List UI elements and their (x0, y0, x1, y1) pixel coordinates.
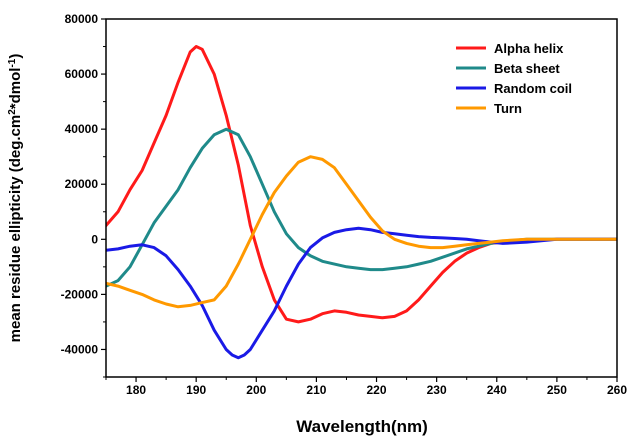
x-tick-label: 250 (547, 383, 567, 397)
y-tick-label: -40000 (61, 342, 99, 356)
y-tick-label: 80000 (65, 12, 99, 26)
x-tick-label: 240 (487, 383, 507, 397)
series-line-beta-sheet (106, 127, 617, 288)
y-axis-title-sup1: 2 (7, 109, 18, 115)
legend-label-alpha-helix: Alpha helix (494, 41, 564, 56)
x-tick-label: 230 (427, 383, 447, 397)
series-line-random-coil (106, 226, 617, 360)
series-line-turn (106, 155, 617, 309)
y-axis-title-suffix: ) (7, 54, 24, 59)
y-axis-title-sup2: -1 (7, 58, 18, 67)
x-axis-title: Wavelength(nm) (296, 417, 428, 436)
x-tick-label: 190 (186, 383, 206, 397)
y-axis-title-middle: *dmol (7, 68, 24, 110)
y-tick-label: -20000 (61, 287, 99, 301)
x-tick-label: 210 (306, 383, 326, 397)
x-tick-label: 200 (246, 383, 266, 397)
y-tick-label: 60000 (65, 67, 99, 81)
y-tick-label: 20000 (65, 177, 99, 191)
x-tick-label: 180 (126, 383, 146, 397)
y-axis-title: mean residue ellipticity (deg.cm2*dmol-1… (7, 54, 25, 343)
svg-text:mean residue ellipticity (deg: mean residue ellipticity (deg.cm2*dmol-1… (7, 54, 25, 343)
y-tick-label: 40000 (65, 122, 99, 136)
x-tick-label: 260 (607, 383, 627, 397)
y-tick-label: 0 (91, 232, 98, 246)
plot-frame (105, 18, 618, 378)
x-tick-label: 220 (367, 383, 387, 397)
y-axis-title-prefix: mean residue ellipticity (deg.cm (7, 115, 24, 343)
legend-label-beta-sheet: Beta sheet (494, 61, 560, 76)
legend-label-turn: Turn (494, 101, 522, 116)
legend-label-random-coil: Random coil (494, 81, 572, 96)
